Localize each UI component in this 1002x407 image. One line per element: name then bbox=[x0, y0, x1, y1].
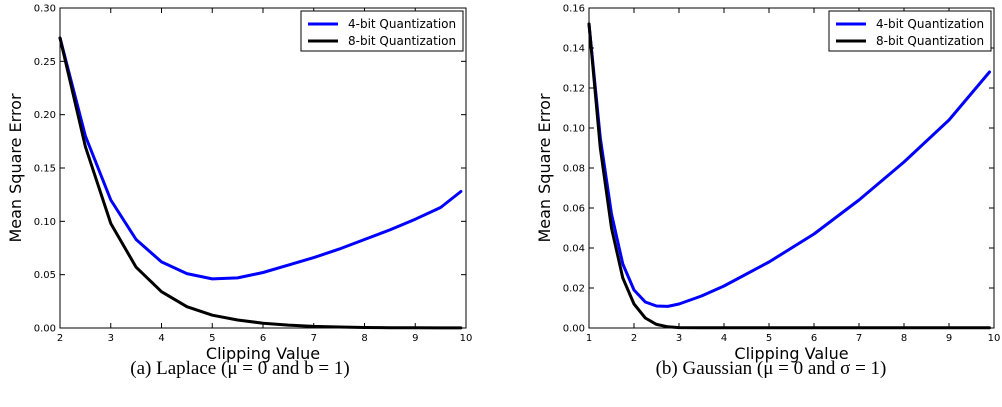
x-tick-label: 4 bbox=[721, 333, 727, 344]
x-tick-label: 6 bbox=[811, 333, 817, 344]
y-tick-label: 0.05 bbox=[34, 270, 56, 281]
y-tick-label: 0.00 bbox=[563, 324, 585, 335]
x-tick-label: 2 bbox=[631, 333, 637, 344]
y-tick-label: 0.02 bbox=[563, 284, 585, 295]
series-line-8bit bbox=[587, 22, 991, 330]
x-tick-label: 10 bbox=[460, 333, 473, 344]
x-axis-label: Clipping Value bbox=[206, 344, 320, 363]
plot-frame bbox=[588, 7, 995, 329]
series-line-4bit bbox=[587, 22, 991, 308]
series-line-4bit bbox=[58, 36, 463, 281]
x-tick-label: 3 bbox=[108, 333, 114, 344]
x-tick-label: 7 bbox=[311, 333, 317, 344]
y-tick-label: 0.12 bbox=[563, 84, 585, 95]
legend-label-8bit: 8-bit Quantization bbox=[348, 34, 456, 48]
plot-frame bbox=[59, 7, 467, 329]
x-tick-label: 5 bbox=[766, 333, 772, 344]
x-tick-label: 3 bbox=[676, 333, 682, 344]
x-tick-label: 1 bbox=[586, 333, 592, 344]
y-tick-label: 0.30 bbox=[34, 4, 56, 15]
laplace-panel: 2 3 4 5 6 7 8 9 10 0.00 0.05 0.10 0.15 0.20 0.25 0.30 Cl… bbox=[6, 4, 472, 380]
x-axis-label: Clipping Value bbox=[734, 344, 848, 363]
x-tick-label: 4 bbox=[158, 333, 164, 344]
y-tick-label: 0.10 bbox=[34, 217, 56, 228]
x-tick-label: 9 bbox=[412, 333, 418, 344]
legend-box bbox=[828, 10, 992, 52]
y-tick-label: 0.00 bbox=[34, 324, 56, 335]
x-tick-label: 8 bbox=[361, 333, 367, 344]
x-tick-label: 10 bbox=[988, 333, 1001, 344]
figure-caption: (a) Laplace (μ = 0 and b = 1) bbox=[130, 358, 349, 379]
x-tick-label: 2 bbox=[57, 333, 63, 344]
y-tick-label: 0.16 bbox=[563, 4, 585, 15]
y-tick-label: 0.20 bbox=[34, 110, 56, 121]
gaussian-panel: 1 2 3 4 5 6 7 8 9 10 0.00 0.02 0.04 0.06 0.08 0.10 0.12 0… bbox=[535, 4, 1000, 380]
y-tick-label: 0.25 bbox=[34, 57, 56, 68]
legend-box bbox=[300, 10, 464, 52]
y-axis-label: Mean Square Error bbox=[6, 93, 25, 243]
y-tick-label: 0.15 bbox=[34, 164, 56, 175]
y-tick-label: 0.10 bbox=[563, 124, 585, 135]
y-tick-label: 0.04 bbox=[563, 244, 585, 255]
legend-label-8bit: 8-bit Quantization bbox=[876, 34, 984, 48]
figure-caption: (b) Gaussian (μ = 0 and σ = 1) bbox=[656, 358, 887, 379]
x-tick-label: 5 bbox=[209, 333, 215, 344]
series-line-8bit bbox=[58, 36, 463, 330]
legend-label-4bit: 4-bit Quantization bbox=[348, 17, 456, 31]
x-tick-label: 6 bbox=[260, 333, 266, 344]
y-tick-label: 0.08 bbox=[563, 164, 585, 175]
x-tick-label: 7 bbox=[856, 333, 862, 344]
x-tick-label: 8 bbox=[901, 333, 907, 344]
x-tick-label: 9 bbox=[946, 333, 952, 344]
y-axis-label: Mean Square Error bbox=[535, 93, 554, 243]
y-tick-label: 0.14 bbox=[563, 44, 585, 55]
legend-label-4bit: 4-bit Quantization bbox=[876, 17, 984, 31]
y-tick-label: 0.06 bbox=[563, 204, 585, 215]
